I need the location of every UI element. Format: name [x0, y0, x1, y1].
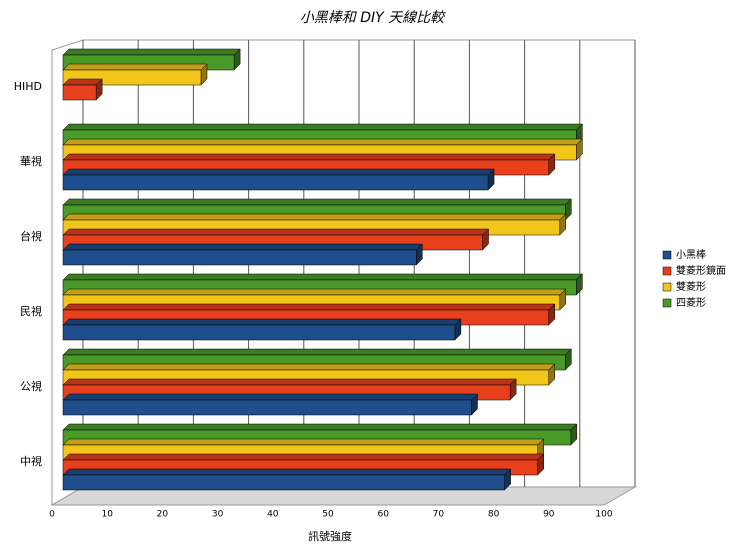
bar-top — [62, 123, 583, 131]
bar-top — [62, 228, 490, 236]
bar-top — [62, 213, 567, 221]
bar-top — [62, 348, 572, 356]
bar-top — [62, 423, 578, 431]
legend-label: 雙菱形鏡面 — [676, 264, 726, 277]
bar-top — [62, 303, 556, 311]
bar — [62, 174, 489, 191]
x-tick-label: 50 — [322, 510, 334, 520]
legend-swatch — [662, 298, 672, 308]
bar-top — [62, 78, 103, 86]
bar-top — [62, 48, 241, 56]
x-axis-label: 訊號強度 — [308, 529, 352, 543]
bar-top — [62, 288, 567, 296]
bar — [62, 249, 417, 266]
x-tick-label: 60 — [377, 510, 389, 520]
y-tick-label: 台視 — [20, 229, 42, 243]
bar-top — [62, 378, 517, 386]
x-tick-label: 10 — [101, 510, 113, 520]
bar-top — [62, 153, 556, 161]
legend-swatch — [662, 266, 672, 276]
y-tick-label: 華視 — [20, 154, 42, 168]
x-tick-label: 0 — [49, 510, 55, 520]
bar — [62, 474, 505, 491]
bar — [62, 399, 472, 416]
bar-top — [62, 168, 495, 176]
bar-top — [62, 243, 423, 251]
legend-label: 四菱形 — [676, 297, 706, 309]
bar-top — [62, 438, 545, 446]
bar-top — [62, 363, 556, 371]
x-tick-label: 30 — [212, 510, 224, 520]
legend-swatch — [662, 250, 672, 260]
chart-title: 小黑棒和 DIY 天線比較 — [300, 10, 446, 26]
y-tick-label: HIHD — [14, 80, 42, 93]
bar-top — [62, 198, 572, 206]
bar-top — [62, 393, 479, 401]
bar-top — [62, 63, 208, 71]
bar-top — [62, 138, 583, 146]
bar — [62, 84, 97, 101]
y-tick-label: 民視 — [20, 304, 42, 318]
bar-top — [62, 468, 512, 476]
x-tick-label: 20 — [157, 510, 169, 520]
bar — [62, 324, 456, 341]
legend-swatch — [662, 282, 672, 292]
x-tick-label: 40 — [267, 510, 279, 520]
bar-top — [62, 273, 583, 281]
x-tick-label: 90 — [543, 510, 555, 520]
y-tick-label: 中視 — [20, 454, 42, 468]
x-tick-label: 80 — [488, 510, 500, 520]
y-tick-label: 公視 — [20, 379, 42, 393]
bar-top — [62, 453, 545, 461]
legend-label: 小黑棒 — [676, 248, 706, 261]
bar-top — [62, 318, 462, 326]
x-tick-label: 100 — [595, 510, 612, 520]
legend-label: 雙菱形 — [676, 280, 706, 293]
x-tick-label: 70 — [433, 510, 445, 520]
